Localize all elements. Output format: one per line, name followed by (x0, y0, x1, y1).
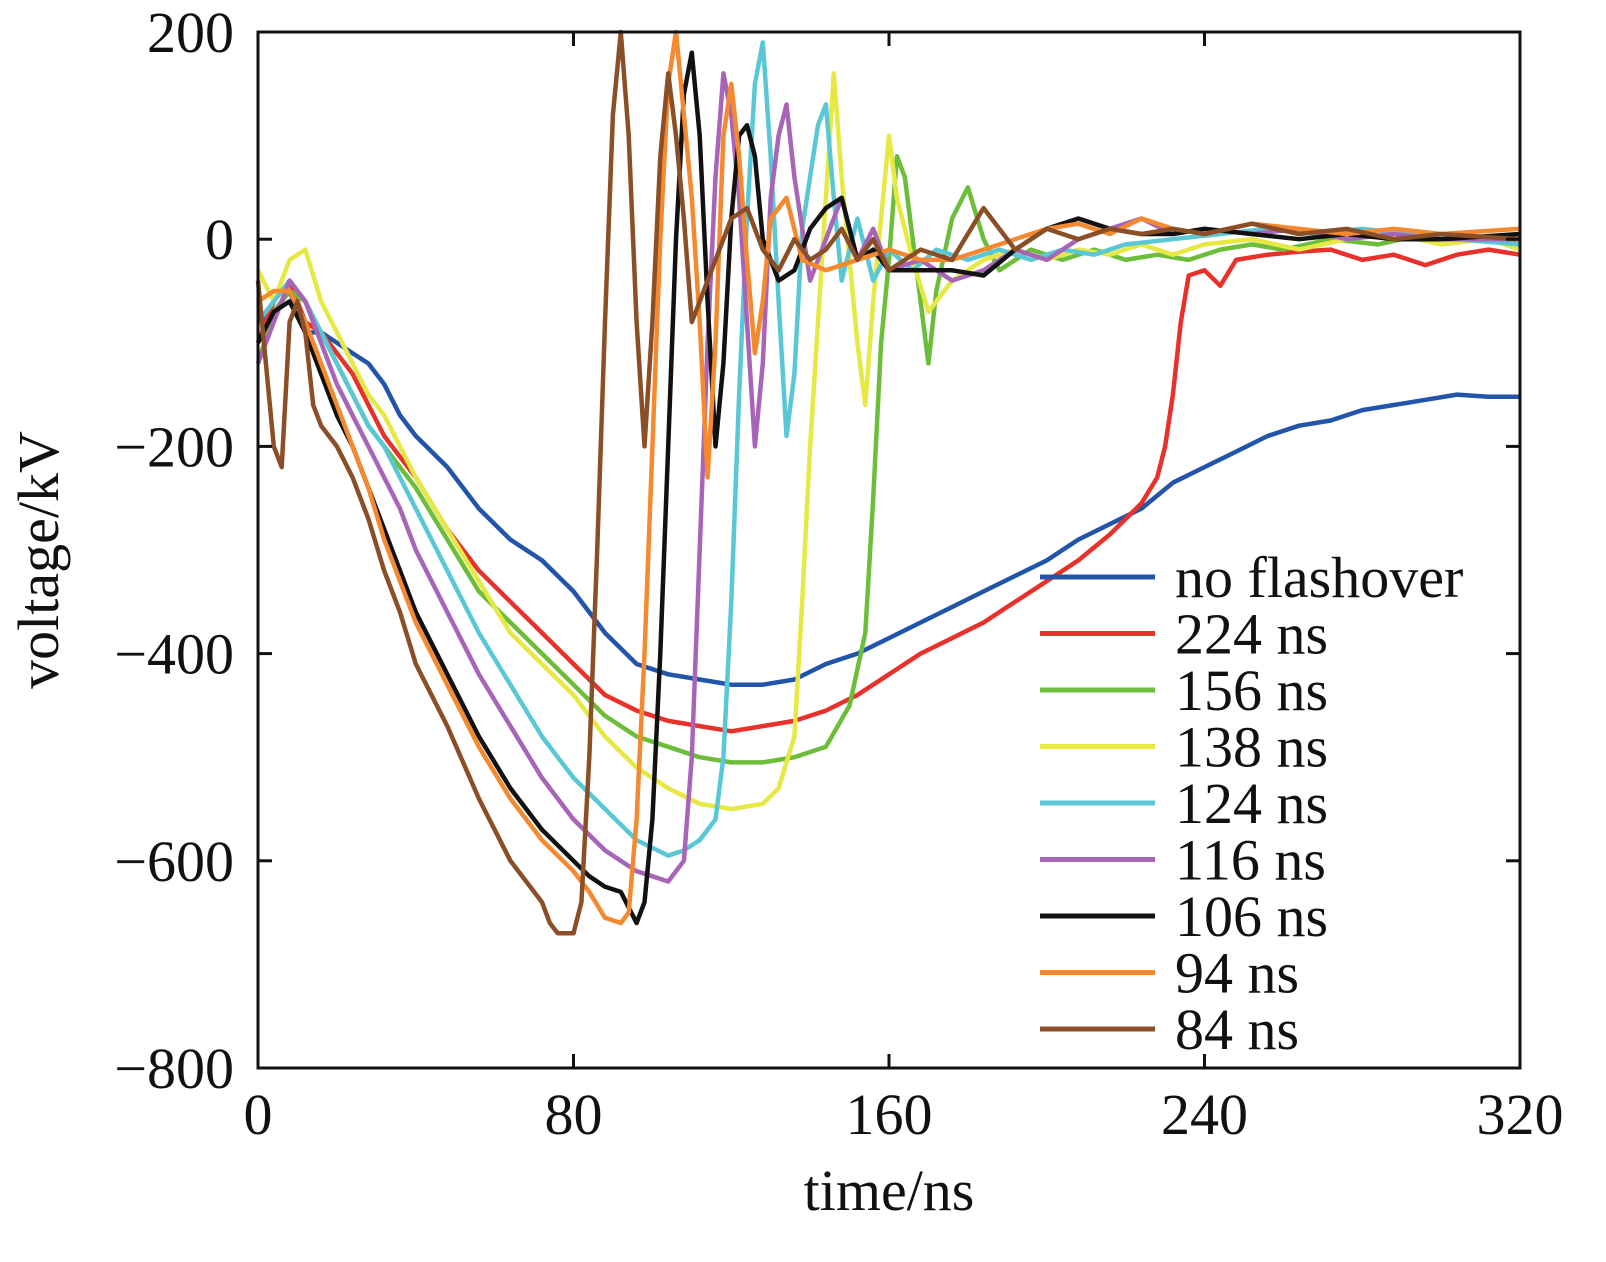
legend-label: 84 ns (1175, 997, 1299, 1062)
legend-label: 124 ns (1175, 771, 1328, 836)
y-tick-label: −400 (114, 622, 234, 687)
x-tick-label: 320 (1477, 1082, 1564, 1147)
series-line-138-ns (255, 71, 1521, 812)
x-tick-label: 240 (1161, 1082, 1248, 1147)
legend-label: 224 ns (1175, 602, 1328, 667)
y-axis-title: voltage/kV (6, 431, 71, 689)
legend-label: 138 ns (1175, 715, 1328, 780)
legend-label: 116 ns (1175, 828, 1326, 893)
series-line-no-flashover (256, 288, 1520, 687)
series-line-156-ns (255, 154, 1521, 765)
series-line-224-ns (255, 247, 1521, 734)
y-tick-label: 0 (205, 207, 234, 272)
legend-label: 94 ns (1175, 941, 1299, 1006)
y-tick-label: 200 (147, 0, 234, 65)
series-line-106-ns (255, 50, 1521, 926)
x-tick-label: 160 (846, 1082, 933, 1147)
series-line-84-ns (255, 29, 1521, 936)
legend-label: 156 ns (1175, 658, 1328, 723)
y-tick-label: −600 (114, 829, 234, 894)
y-tick-label: −800 (114, 1036, 234, 1101)
x-tick-label: 80 (545, 1082, 603, 1147)
series-line-124-ns (256, 40, 1521, 858)
series-line-94-ns (256, 29, 1521, 926)
y-tick-label: −200 (114, 414, 234, 479)
ticks-layer: 0 80 160 240 320 −800 −600 −400 −200 0 200 (114, 0, 1563, 1147)
series-line-116-ns (255, 71, 1520, 884)
series-layer (255, 29, 1521, 936)
x-axis-title: time/ns (804, 1158, 975, 1223)
legend-label: 106 ns (1175, 884, 1328, 949)
legend-label: no flashover (1175, 545, 1463, 610)
x-tick-label: 0 (244, 1082, 273, 1147)
